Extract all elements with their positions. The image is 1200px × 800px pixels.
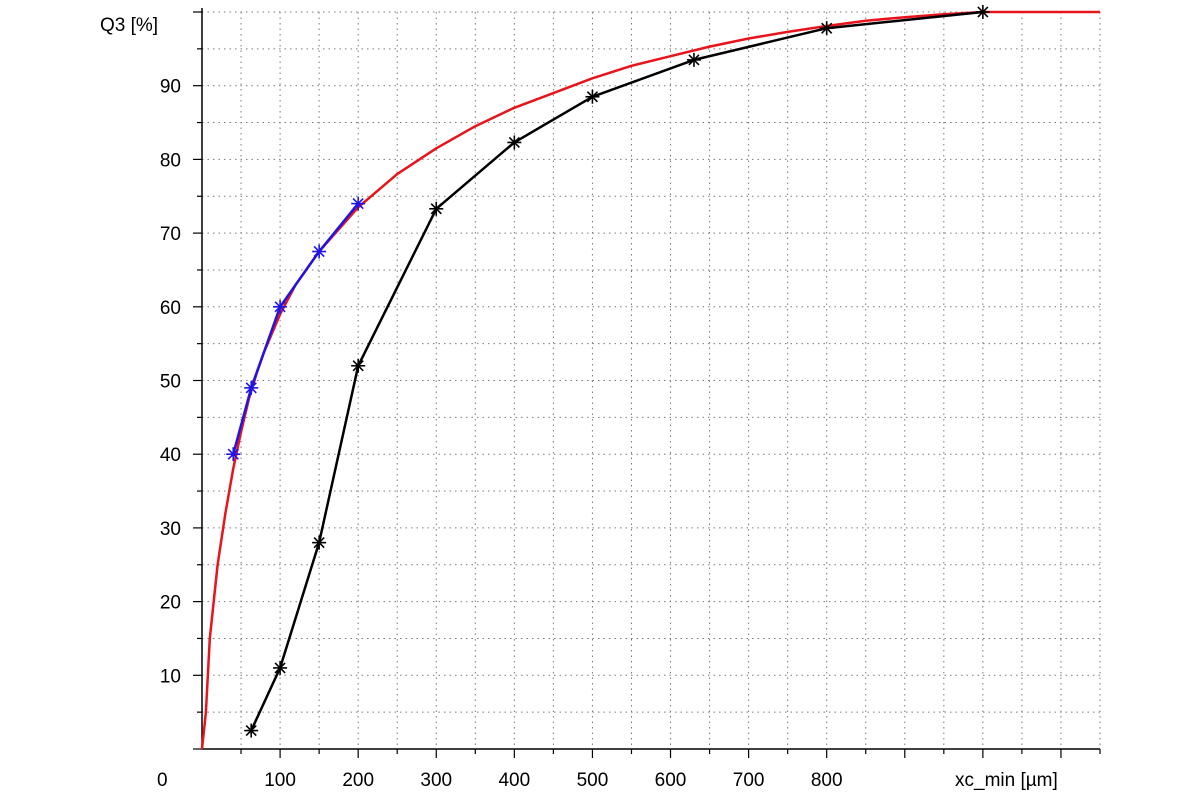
series-2-point bbox=[429, 201, 444, 216]
tick-marks bbox=[193, 11, 1101, 758]
y-tick-label: 60 bbox=[160, 298, 181, 319]
series-1-point bbox=[273, 299, 288, 314]
y-tick-label: 30 bbox=[160, 519, 181, 540]
y-tick-label: 40 bbox=[160, 445, 181, 466]
x-tick-label: 400 bbox=[498, 770, 530, 791]
y-axis-title: Q3 [%] bbox=[100, 15, 158, 36]
y-tick-label: 90 bbox=[160, 77, 181, 98]
y-tick-label: 70 bbox=[160, 224, 181, 245]
series-1-point bbox=[226, 447, 241, 462]
series bbox=[200, 5, 1100, 750]
series-line-2 bbox=[250, 10, 984, 732]
y-tick-label: 10 bbox=[160, 666, 181, 687]
origin-tick-label: 0 bbox=[157, 770, 168, 791]
axes bbox=[201, 8, 1100, 750]
x-tick-label: 200 bbox=[342, 770, 374, 791]
x-tick-label: 800 bbox=[811, 770, 843, 791]
grid bbox=[202, 11, 1101, 749]
tick-labels: 10 20 30 40 50 60 70 80 90 100 200 300 400 500 600 700 8… bbox=[160, 77, 843, 791]
y-tick-label: 80 bbox=[160, 150, 181, 171]
series-2-point bbox=[351, 358, 366, 373]
series-2-point bbox=[585, 89, 600, 104]
series-2-point bbox=[819, 21, 834, 36]
series-1-point bbox=[312, 244, 327, 259]
x-axis-title: xc_min [µm] bbox=[955, 770, 1058, 791]
x-tick-label: 100 bbox=[264, 770, 296, 791]
series-2-point bbox=[244, 723, 259, 738]
series-2-point bbox=[686, 52, 701, 67]
x-tick-label: 600 bbox=[655, 770, 687, 791]
series-2-point bbox=[507, 135, 522, 150]
series-line-1 bbox=[231, 202, 360, 455]
series-2-point bbox=[312, 535, 327, 550]
series-2-point bbox=[273, 660, 288, 675]
y-tick-label: 50 bbox=[160, 372, 181, 393]
series-1-point bbox=[244, 380, 259, 395]
x-tick-label: 300 bbox=[420, 770, 452, 791]
y-tick-label: 20 bbox=[160, 593, 181, 614]
x-tick-label: 500 bbox=[577, 770, 609, 791]
series-1-point bbox=[351, 196, 366, 211]
x-tick-label: 700 bbox=[733, 770, 765, 791]
series-line-0 bbox=[200, 10, 1100, 750]
series-2-point bbox=[975, 5, 990, 19]
